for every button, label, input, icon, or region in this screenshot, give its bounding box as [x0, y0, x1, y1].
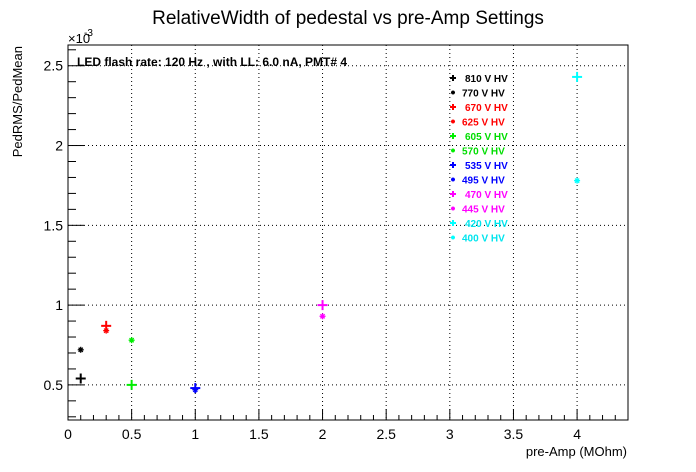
data-point	[126, 379, 137, 390]
legend-label: 420 V HV	[465, 219, 508, 230]
x-tick-label: 1.5	[249, 426, 269, 442]
legend-label: 605 V HV	[465, 132, 508, 143]
legend-label: 670 V HV	[465, 103, 508, 114]
data-point	[574, 177, 581, 184]
data-point	[103, 327, 110, 334]
y-exponent-power: -3	[84, 28, 93, 39]
y-tick-label: 1	[55, 297, 63, 313]
data-point	[317, 300, 328, 311]
legend-marker	[451, 148, 455, 153]
legend-label: 470 V HV	[465, 190, 508, 201]
data-point	[128, 337, 135, 344]
legend-label: 570 V HV	[462, 147, 505, 158]
x-tick-label: 2.5	[376, 426, 396, 442]
legend-label: 400 V HV	[462, 234, 505, 245]
x-tick-label: 3	[446, 426, 454, 442]
chart-annotation: LED flash rate: 120 Hz , with LL: 6.0 nA…	[77, 55, 347, 69]
legend-marker	[451, 177, 455, 182]
legend-marker	[450, 220, 456, 226]
chart-title: RelativeWidth of pedestal vs pre-Amp Set…	[152, 8, 544, 29]
legend-label: 445 V HV	[462, 205, 505, 216]
legend-marker	[451, 206, 455, 211]
x-tick-label: 0	[64, 426, 72, 442]
legend-label: 535 V HV	[465, 161, 508, 172]
data-point	[77, 346, 84, 353]
legend-label: 495 V HV	[462, 176, 505, 187]
x-tick-label: 3.5	[504, 426, 524, 442]
legend-label: 770 V HV	[462, 89, 505, 100]
plot-frame	[67, 44, 629, 421]
grid	[68, 45, 628, 420]
legend-label: 625 V HV	[462, 118, 505, 129]
legend: 810 V HV 770 V HV 670 V HV 625 V HV 605 V HV…	[450, 74, 508, 245]
x-tick-label: 4	[573, 426, 581, 442]
y-tick-label: 1.5	[44, 217, 64, 233]
legend-marker	[451, 235, 455, 240]
axis-ticks	[67, 49, 616, 420]
data-point	[572, 71, 583, 82]
legend-marker	[450, 191, 456, 197]
y-exponent-base: ×10	[68, 31, 90, 46]
x-tick-label: 0.5	[122, 426, 142, 442]
legend-marker	[450, 162, 456, 168]
y-tick-label: 2	[55, 138, 63, 154]
data-point	[192, 386, 199, 393]
data-points	[75, 71, 583, 394]
legend-label: 810 V HV	[465, 74, 508, 85]
x-tick-label: 2	[319, 426, 327, 442]
y-tick-label: 0.5	[44, 377, 64, 393]
x-axis-label: pre-Amp (MOhm)	[526, 444, 627, 459]
tick-labels: 0 0.5 1 1.5 2 2.5 3 3.5 4 0.5 1 1.5 2 2.5	[44, 58, 582, 442]
y-axis-label: PedRMS/PedMean	[10, 46, 25, 157]
legend-marker	[450, 104, 456, 110]
x-tick-label: 1	[191, 426, 199, 442]
legend-marker	[451, 90, 455, 95]
legend-marker	[450, 133, 456, 139]
legend-marker	[451, 119, 455, 124]
data-point	[319, 313, 326, 320]
data-point	[75, 373, 86, 384]
legend-marker	[450, 75, 456, 81]
y-tick-label: 2.5	[44, 58, 64, 74]
